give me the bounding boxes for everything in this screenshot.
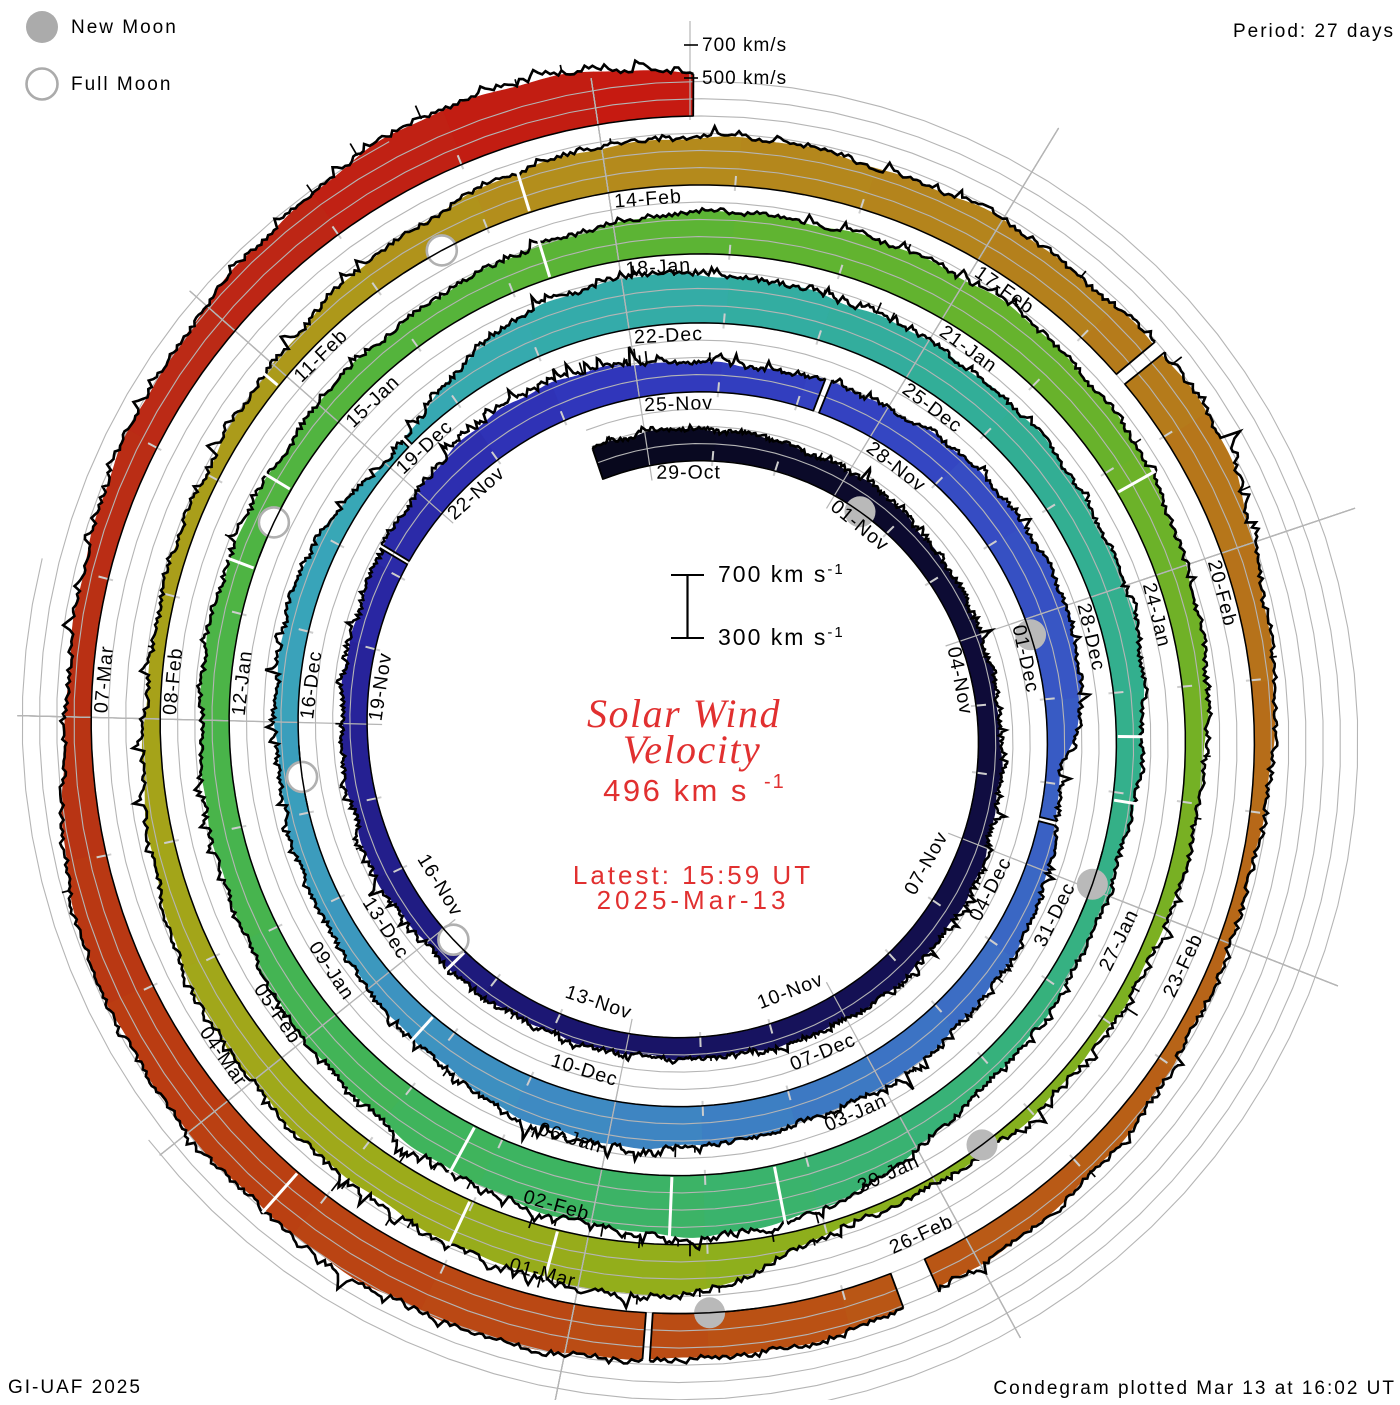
svg-text:Full Moon: Full Moon [71,74,172,95]
svg-text:29-Oct: 29-Oct [656,461,721,483]
svg-text:-1: -1 [764,771,786,793]
svg-text:18-Jan: 18-Jan [625,254,692,280]
svg-text:25-Nov: 25-Nov [644,392,714,416]
svg-text:500 km/s: 500 km/s [702,68,787,89]
svg-text:Condegram plotted Mar 13 at 16: Condegram plotted Mar 13 at 16:02 UT [993,1378,1396,1399]
svg-text:496 km s: 496 km s [603,773,749,808]
svg-text:Velocity: Velocity [623,727,762,772]
svg-text:22-Dec: 22-Dec [633,323,703,349]
svg-text:300 km s-1: 300 km s-1 [718,624,845,650]
svg-text:2025-Mar-13: 2025-Mar-13 [597,885,790,915]
svg-text:GI-UAF 2025: GI-UAF 2025 [8,1377,142,1398]
svg-text:Period: 27 days: Period: 27 days [1233,21,1395,42]
svg-text:700 km s-1: 700 km s-1 [718,561,845,587]
svg-text:700 km/s: 700 km/s [702,35,787,56]
svg-text:New Moon: New Moon [71,17,178,38]
